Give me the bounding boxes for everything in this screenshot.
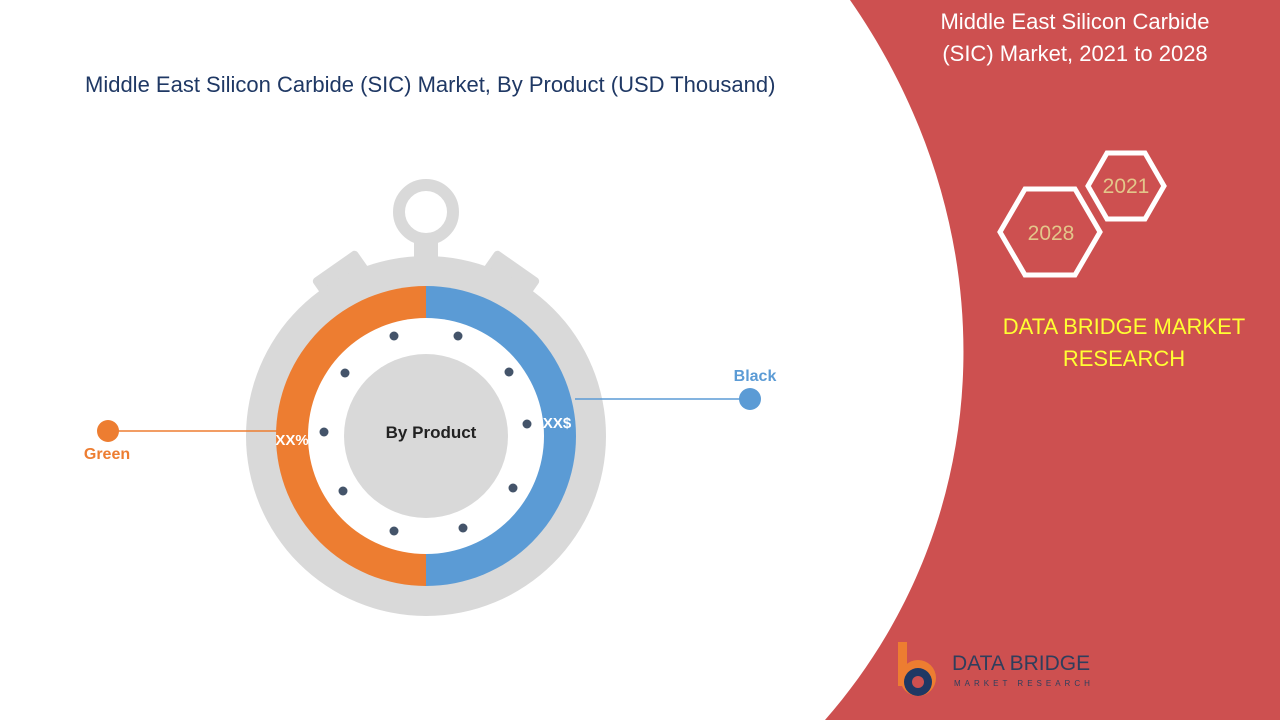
brand-text: RESEARCH — [1063, 346, 1185, 371]
hexagon — [997, 186, 1103, 278]
side-title: Middle East Silicon Carbide — [940, 9, 1209, 34]
hexagon-label: 2021 — [1103, 175, 1150, 198]
logo-tagline: MARKET RESEARCH — [954, 679, 1094, 688]
center-label: By Product — [386, 423, 477, 442]
side-panel — [825, 0, 1280, 720]
hexagon-label: 2028 — [1028, 222, 1075, 245]
stopwatch — [246, 179, 606, 616]
brand-text: DATA BRIDGE MARKET — [1003, 314, 1245, 339]
legend-dot — [97, 420, 119, 442]
logo-name: DATA BRIDGE — [952, 652, 1090, 675]
segment-label: XX% — [275, 432, 308, 449]
legend-label: Black — [734, 368, 777, 385]
segment-label: XX$ — [543, 415, 572, 432]
side-title: (SIC) Market, 2021 to 2028 — [942, 41, 1207, 66]
logo-icon — [898, 642, 936, 696]
legend-dot — [739, 388, 761, 410]
hexagon — [1085, 150, 1167, 222]
chart-title: Middle East Silicon Carbide (SIC) Market… — [85, 72, 775, 97]
legend-label: Green — [84, 446, 130, 463]
